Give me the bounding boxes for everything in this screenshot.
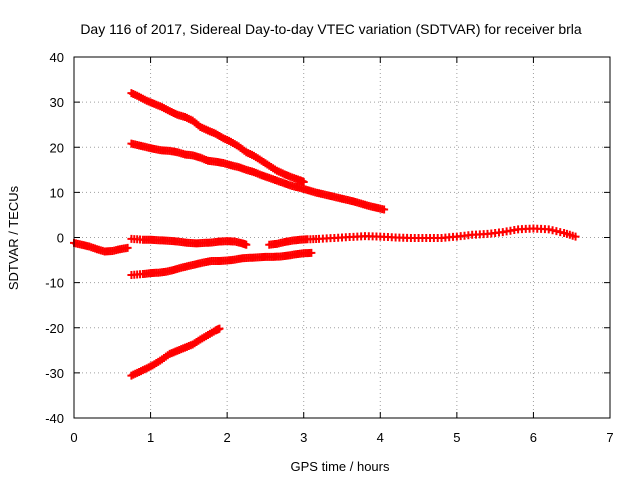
y-tick-label: 40 bbox=[50, 50, 64, 65]
data-point bbox=[307, 248, 316, 257]
x-tick-label: 2 bbox=[224, 430, 231, 445]
y-axis-label: SDTVAR / TECUs bbox=[6, 185, 21, 290]
series-2 bbox=[127, 234, 251, 249]
y-tick-label: 30 bbox=[50, 95, 64, 110]
y-tick-label: 0 bbox=[57, 231, 64, 246]
series-3 bbox=[127, 248, 316, 279]
x-tick-label: 6 bbox=[530, 430, 537, 445]
y-tick-label: -20 bbox=[45, 321, 64, 336]
x-tick-label: 4 bbox=[377, 430, 384, 445]
y-axis-ticks: 40 30 20 10 0 -10 -20 -30 -40 bbox=[45, 50, 610, 426]
data-point bbox=[571, 232, 580, 241]
x-tick-label: 7 bbox=[606, 430, 613, 445]
x-tick-label: 3 bbox=[300, 430, 307, 445]
x-tick-label: 1 bbox=[147, 430, 154, 445]
x-axis-label: GPS time / hours bbox=[291, 459, 390, 474]
x-tick-label: 0 bbox=[70, 430, 77, 445]
series-7 bbox=[127, 324, 224, 380]
x-tick-label: 5 bbox=[453, 430, 460, 445]
series-6 bbox=[127, 139, 389, 214]
y-tick-label: -40 bbox=[45, 411, 64, 426]
y-tick-label: 20 bbox=[50, 140, 64, 155]
series-5 bbox=[127, 89, 308, 186]
data-point bbox=[299, 177, 308, 186]
series-4 bbox=[265, 224, 580, 249]
data-point bbox=[242, 240, 251, 249]
series-1 bbox=[70, 238, 132, 256]
x-axis-ticks: 0 1 2 3 4 5 6 7 bbox=[70, 57, 614, 445]
data-point bbox=[380, 205, 389, 214]
y-tick-label: -10 bbox=[45, 276, 64, 291]
y-tick-label: 10 bbox=[50, 185, 64, 200]
y-tick-label: -30 bbox=[45, 366, 64, 381]
data-point bbox=[123, 243, 132, 252]
data-point bbox=[215, 324, 224, 333]
data-series bbox=[70, 89, 580, 380]
chart-title: Day 116 of 2017, Sidereal Day-to-day VTE… bbox=[80, 21, 582, 37]
